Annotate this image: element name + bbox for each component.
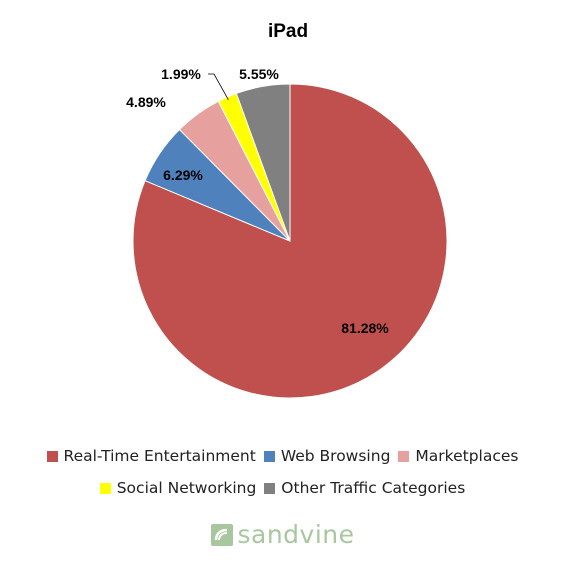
legend-label: Social Networking bbox=[116, 479, 257, 497]
legend-row: Social Networking Other Traffic Categorie… bbox=[0, 472, 565, 504]
legend-label: Web Browsing bbox=[280, 447, 391, 465]
data-label-marketplaces: 4.89% bbox=[126, 94, 166, 110]
legend-item-other-traffic-categories: Other Traffic Categories bbox=[264, 479, 465, 497]
chart-title: iPad bbox=[268, 21, 308, 42]
pie-slice-other-traffic-categories bbox=[235, 83, 291, 242]
leader-lines bbox=[208, 73, 229, 100]
legend-swatch bbox=[46, 450, 58, 462]
brand-name: sandvine bbox=[237, 520, 355, 549]
sandvine-logo-icon bbox=[211, 523, 234, 546]
data-label-web-browsing: 6.29% bbox=[163, 167, 203, 183]
legend-item-real-time-entertainment: Real-Time Entertainment bbox=[46, 447, 256, 465]
legend-label: Other Traffic Categories bbox=[281, 479, 466, 497]
data-label-social-networking: 1.99% bbox=[161, 66, 201, 82]
legend-label: Marketplaces bbox=[415, 447, 519, 465]
pie-chart: iPad 81.28% 6.29% 4.89% 1.99% 5.55% bbox=[126, 21, 448, 399]
legend-item-web-browsing: Web Browsing bbox=[263, 447, 391, 465]
data-label-other-traffic-categories: 5.55% bbox=[239, 66, 279, 82]
leader-line bbox=[208, 73, 229, 100]
legend: Real-Time Entertainment Web Browsing Marke… bbox=[0, 440, 565, 504]
legend-swatch bbox=[398, 450, 410, 462]
legend-swatch bbox=[99, 482, 111, 494]
legend-label: Real-Time Entertainment bbox=[63, 447, 256, 465]
pie-slices bbox=[132, 83, 448, 399]
brand-logo: sandvine bbox=[0, 520, 565, 549]
legend-item-social-networking: Social Networking bbox=[99, 479, 257, 497]
data-labels: 81.28% 6.29% 4.89% 1.99% 5.55% bbox=[126, 66, 389, 336]
legend-swatch bbox=[263, 450, 275, 462]
legend-row: Real-Time Entertainment Web Browsing Marke… bbox=[0, 440, 565, 472]
legend-swatch bbox=[264, 482, 276, 494]
legend-item-marketplaces: Marketplaces bbox=[398, 447, 518, 465]
pie-slice-real-time-entertainment bbox=[132, 83, 448, 399]
data-label-real-time-entertainment: 81.28% bbox=[341, 320, 389, 336]
